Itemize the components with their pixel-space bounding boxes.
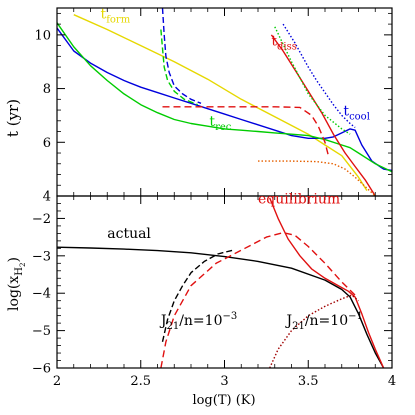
bottom-series-red_dash bbox=[160, 231, 356, 369]
top-ytick-label: 10 bbox=[34, 28, 51, 43]
top-annotation-tcool: tcool bbox=[343, 103, 369, 122]
bottom-annotation-j21_low: J21/n=10−3 bbox=[159, 311, 237, 332]
bottom-ticks-group: 2 2.5 3 3.5 4 −6 −5 −4 −3 −2 bbox=[32, 195, 396, 389]
bottom-series-group bbox=[56, 197, 385, 369]
top-series-form bbox=[73, 14, 368, 191]
bottom-series-actual bbox=[56, 246, 385, 369]
top-ytick-label: 8 bbox=[43, 82, 51, 97]
bottom-ytick-label: −2 bbox=[32, 212, 51, 227]
bottom-series-red_dot bbox=[269, 294, 359, 369]
top-series-cool bbox=[56, 27, 393, 172]
bottom-annotation-actual: actual bbox=[107, 226, 151, 242]
bottom-ylabel: log(xH2) bbox=[6, 257, 27, 311]
top-series-diss_solid bbox=[270, 34, 376, 197]
top-series-red_dash bbox=[162, 106, 330, 156]
bottom-annotations-group: equilibrium actual J21/n=10−3 J21/n=10−1 bbox=[107, 191, 363, 332]
top-series-orange_dot bbox=[258, 160, 376, 197]
top-ytick-label: 4 bbox=[43, 190, 51, 205]
bottom-annotation-equilibrium: equilibrium bbox=[258, 191, 340, 207]
bottom-ytick-label: −6 bbox=[32, 362, 51, 377]
bottom-ylabel-subsub: 2 bbox=[19, 263, 27, 267]
bottom-ytick-label: −5 bbox=[32, 324, 51, 339]
bottom-xtick-label: 2 bbox=[53, 374, 61, 389]
top-ylabel: t (yr) bbox=[4, 99, 22, 137]
bottom-xtick-label: 4 bbox=[388, 374, 396, 389]
bottom-ylabel-main: log(x bbox=[6, 276, 22, 311]
top-ticks-group: 4 6 8 10 bbox=[34, 8, 393, 205]
bottom-xtick-label: 2.5 bbox=[130, 374, 151, 389]
bottom-ytick-label: −3 bbox=[32, 249, 51, 264]
bottom-xtick-label: 3 bbox=[220, 374, 228, 389]
top-series-group bbox=[56, 7, 393, 197]
bottom-annotation-j21_high: J21/n=10−1 bbox=[284, 311, 362, 332]
bottom-ytick-label: −4 bbox=[32, 287, 51, 302]
bottom-panel: 2 2.5 3 3.5 4−6−5−4−3−2 log(xH2) log(T) (K) … bbox=[6, 191, 396, 408]
bottom-ylabel-sub: H bbox=[14, 267, 25, 276]
bottom-series-black_dash bbox=[161, 249, 234, 342]
top-series-diss_dot bbox=[282, 23, 356, 129]
top-series-rec bbox=[56, 22, 393, 173]
top-annotation-tdiss: tdiss bbox=[271, 34, 297, 53]
bottom-xtick-label: 3.5 bbox=[298, 374, 319, 389]
top-annotation-trec: trec bbox=[209, 114, 231, 133]
top-annotations-group: tform tdiss tcool trec bbox=[101, 7, 370, 133]
bottom-plot-frame bbox=[56, 195, 393, 369]
top-series-green_dash bbox=[160, 29, 198, 106]
top-series-green_dot bbox=[274, 26, 351, 135]
top-panel: 4 6 8 10 t (yr) tform tdiss tcool trec bbox=[4, 7, 393, 205]
top-annotation-tform: tform bbox=[101, 7, 131, 26]
bottom-series-equilibrium bbox=[269, 197, 385, 369]
bottom-xlabel: log(T) (K) bbox=[192, 393, 255, 408]
bottom-ylabel-close: ) bbox=[6, 257, 22, 262]
top-ytick-label: 6 bbox=[43, 136, 51, 151]
top-series-blue_dash bbox=[161, 7, 202, 104]
